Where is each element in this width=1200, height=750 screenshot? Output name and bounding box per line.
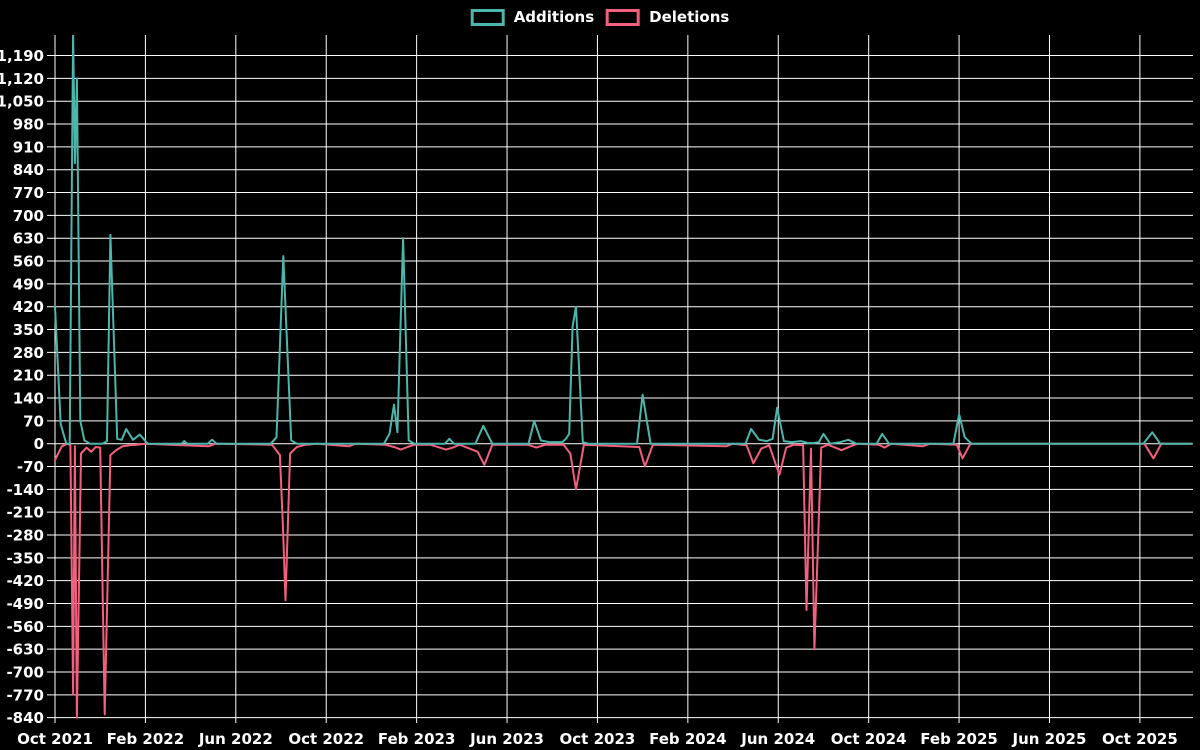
- legend-item-deletions[interactable]: Deletions: [606, 7, 729, 27]
- y-tick-label: 910: [13, 138, 44, 156]
- y-tick-label: 980: [13, 116, 44, 134]
- y-tick-label: 280: [13, 344, 44, 362]
- y-tick-label: 840: [13, 161, 44, 179]
- x-tick-label: Feb 2023: [378, 730, 456, 748]
- x-tick-label: Oct 2023: [560, 730, 636, 748]
- x-tick-label: Jun 2025: [1012, 730, 1087, 748]
- legend-label-additions: Additions: [513, 8, 595, 26]
- y-tick-label: 1,050: [0, 93, 44, 111]
- additions-line: [54, 35, 1193, 445]
- y-tick-label: 350: [13, 321, 44, 339]
- legend-label-deletions: Deletions: [649, 8, 730, 26]
- y-tick-label: -490: [6, 595, 44, 613]
- y-tick-label: 140: [13, 390, 44, 408]
- x-tick-label: Oct 2024: [831, 730, 907, 748]
- legend-swatch-additions-icon: [470, 8, 505, 26]
- deletions-line: [54, 442, 1193, 719]
- x-tick-label: Feb 2025: [920, 730, 998, 748]
- y-tick-label: -350: [6, 549, 44, 567]
- y-tick-label: 490: [13, 275, 44, 293]
- x-tick-label: Feb 2024: [649, 730, 727, 748]
- y-tick-label: 770: [13, 184, 44, 202]
- x-tick-label: Feb 2022: [107, 730, 185, 748]
- y-tick-label: 630: [13, 230, 44, 248]
- y-tick-label: -840: [6, 709, 44, 727]
- legend-swatch-deletions-icon: [606, 8, 641, 26]
- y-tick-label: -420: [6, 572, 44, 590]
- y-tick-label: -280: [6, 527, 44, 545]
- x-tick-label: Jun 2024: [740, 730, 815, 748]
- x-tick-label: Jun 2023: [469, 730, 544, 748]
- x-tick-label: Jun 2022: [198, 730, 273, 748]
- y-tick-label: 1,190: [0, 47, 44, 65]
- y-tick-label: 700: [13, 207, 44, 225]
- y-tick-label: -70: [17, 458, 44, 476]
- y-tick-label: 210: [13, 367, 44, 385]
- legend-item-additions[interactable]: Additions: [470, 7, 595, 27]
- y-tick-label: 0: [34, 435, 44, 453]
- y-tick-label: 420: [13, 298, 44, 316]
- y-tick-label: 560: [13, 253, 44, 271]
- y-tick-label: -630: [6, 641, 44, 659]
- y-tick-label: -210: [6, 504, 44, 522]
- x-tick-label: Oct 2022: [288, 730, 364, 748]
- x-tick-label: Oct 2025: [1102, 730, 1178, 748]
- y-tick-label: -700: [6, 664, 44, 682]
- x-tick-label: Oct 2021: [17, 730, 93, 748]
- y-tick-label: -770: [6, 686, 44, 704]
- y-tick-label: -140: [6, 481, 44, 499]
- y-tick-label: -560: [6, 618, 44, 636]
- chart-legend: Additions Deletions: [470, 7, 729, 27]
- y-tick-label: 1,120: [0, 70, 44, 88]
- y-tick-label: 70: [23, 412, 44, 430]
